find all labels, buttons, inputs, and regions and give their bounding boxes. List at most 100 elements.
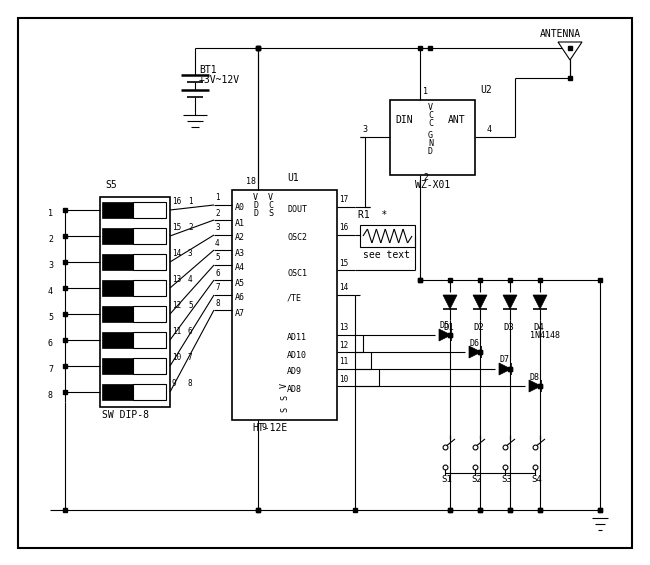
- Bar: [133, 384, 166, 400]
- Text: A5: A5: [235, 279, 245, 288]
- Text: 4: 4: [188, 276, 192, 285]
- Text: 15: 15: [339, 259, 348, 267]
- Text: see text: see text: [363, 250, 410, 260]
- Text: ANT: ANT: [448, 115, 465, 125]
- Text: 9: 9: [261, 424, 266, 432]
- Text: 13: 13: [172, 276, 181, 285]
- Text: AD10: AD10: [287, 350, 307, 359]
- Bar: [100, 197, 170, 407]
- Text: 6: 6: [188, 328, 192, 337]
- Text: 1: 1: [188, 198, 192, 206]
- Bar: [102, 254, 133, 270]
- Text: S2: S2: [471, 476, 482, 485]
- Text: U2: U2: [480, 85, 492, 95]
- Text: 1: 1: [215, 193, 220, 202]
- Text: 12: 12: [339, 341, 348, 350]
- Text: A3: A3: [235, 249, 245, 258]
- Polygon shape: [473, 295, 487, 309]
- Bar: [102, 228, 133, 244]
- Text: DOUT: DOUT: [287, 206, 307, 215]
- Bar: [133, 202, 166, 218]
- Polygon shape: [529, 380, 541, 392]
- Text: A4: A4: [235, 263, 245, 272]
- Text: R1  *: R1 *: [358, 210, 387, 220]
- Text: C: C: [268, 202, 273, 211]
- Text: V: V: [253, 193, 258, 202]
- Text: OSC1: OSC1: [287, 268, 307, 277]
- Text: 7: 7: [215, 284, 220, 293]
- Text: A1: A1: [235, 219, 245, 228]
- Bar: [102, 332, 133, 348]
- Text: 6: 6: [215, 268, 220, 277]
- Bar: [102, 306, 133, 322]
- Text: A7: A7: [235, 308, 245, 318]
- Bar: [133, 358, 166, 374]
- Text: 2: 2: [48, 234, 53, 244]
- Text: 2: 2: [188, 224, 192, 233]
- Text: D2: D2: [473, 323, 484, 332]
- Text: G: G: [428, 132, 433, 141]
- Text: V: V: [428, 103, 433, 112]
- Text: 7: 7: [188, 354, 192, 363]
- Text: D6: D6: [469, 338, 479, 347]
- Polygon shape: [533, 295, 547, 309]
- Text: WZ-X01: WZ-X01: [415, 180, 450, 190]
- Text: S: S: [268, 210, 273, 219]
- Text: U1: U1: [287, 173, 299, 183]
- Polygon shape: [503, 295, 517, 309]
- Text: 3: 3: [188, 250, 192, 259]
- Text: 5: 5: [48, 312, 53, 321]
- Polygon shape: [443, 295, 457, 309]
- Text: D: D: [428, 147, 433, 157]
- Text: /TE: /TE: [287, 293, 302, 302]
- Text: AD8: AD8: [287, 385, 302, 393]
- Text: A6: A6: [235, 293, 245, 302]
- Text: S4: S4: [531, 476, 541, 485]
- Text: SW DIP-8: SW DIP-8: [102, 410, 149, 420]
- Text: 5: 5: [215, 254, 220, 263]
- Text: DIN: DIN: [395, 115, 413, 125]
- Text: 11: 11: [172, 328, 181, 337]
- Text: S5: S5: [105, 180, 117, 190]
- Text: 18: 18: [246, 177, 256, 186]
- Text: 8: 8: [215, 298, 220, 307]
- Text: C: C: [428, 111, 433, 120]
- Bar: [102, 384, 133, 400]
- Text: ANTENNA: ANTENNA: [540, 29, 581, 39]
- Text: N: N: [428, 140, 433, 149]
- Text: D: D: [253, 210, 258, 219]
- Text: 8: 8: [48, 390, 53, 399]
- Text: 4: 4: [215, 238, 220, 247]
- Text: 13: 13: [339, 324, 348, 332]
- Text: 2: 2: [215, 208, 220, 218]
- Bar: [133, 306, 166, 322]
- Bar: [360, 225, 415, 247]
- Text: 9: 9: [172, 380, 177, 389]
- Polygon shape: [439, 329, 451, 341]
- Polygon shape: [469, 346, 481, 358]
- Text: 16: 16: [339, 224, 348, 233]
- Bar: [232, 190, 337, 420]
- Text: D7: D7: [499, 355, 509, 364]
- Text: A2: A2: [235, 233, 245, 242]
- Text: 8: 8: [188, 380, 192, 389]
- Text: 17: 17: [339, 195, 348, 205]
- Bar: [133, 280, 166, 296]
- Text: D3: D3: [503, 323, 514, 332]
- Text: S: S: [280, 396, 289, 401]
- Text: +3V~12V: +3V~12V: [199, 75, 240, 85]
- Text: S: S: [280, 407, 289, 412]
- Text: A0: A0: [235, 203, 245, 212]
- Bar: [102, 280, 133, 296]
- Text: 3: 3: [215, 224, 220, 233]
- Text: S1: S1: [441, 476, 452, 485]
- Text: 5: 5: [188, 302, 192, 311]
- Text: D5: D5: [439, 321, 449, 331]
- Text: BT1: BT1: [199, 65, 216, 75]
- Text: V: V: [268, 193, 273, 202]
- Text: 7: 7: [48, 364, 53, 373]
- Text: 3: 3: [362, 124, 367, 133]
- Text: 4: 4: [48, 286, 53, 295]
- Text: OSC2: OSC2: [287, 233, 307, 242]
- Bar: [102, 358, 133, 374]
